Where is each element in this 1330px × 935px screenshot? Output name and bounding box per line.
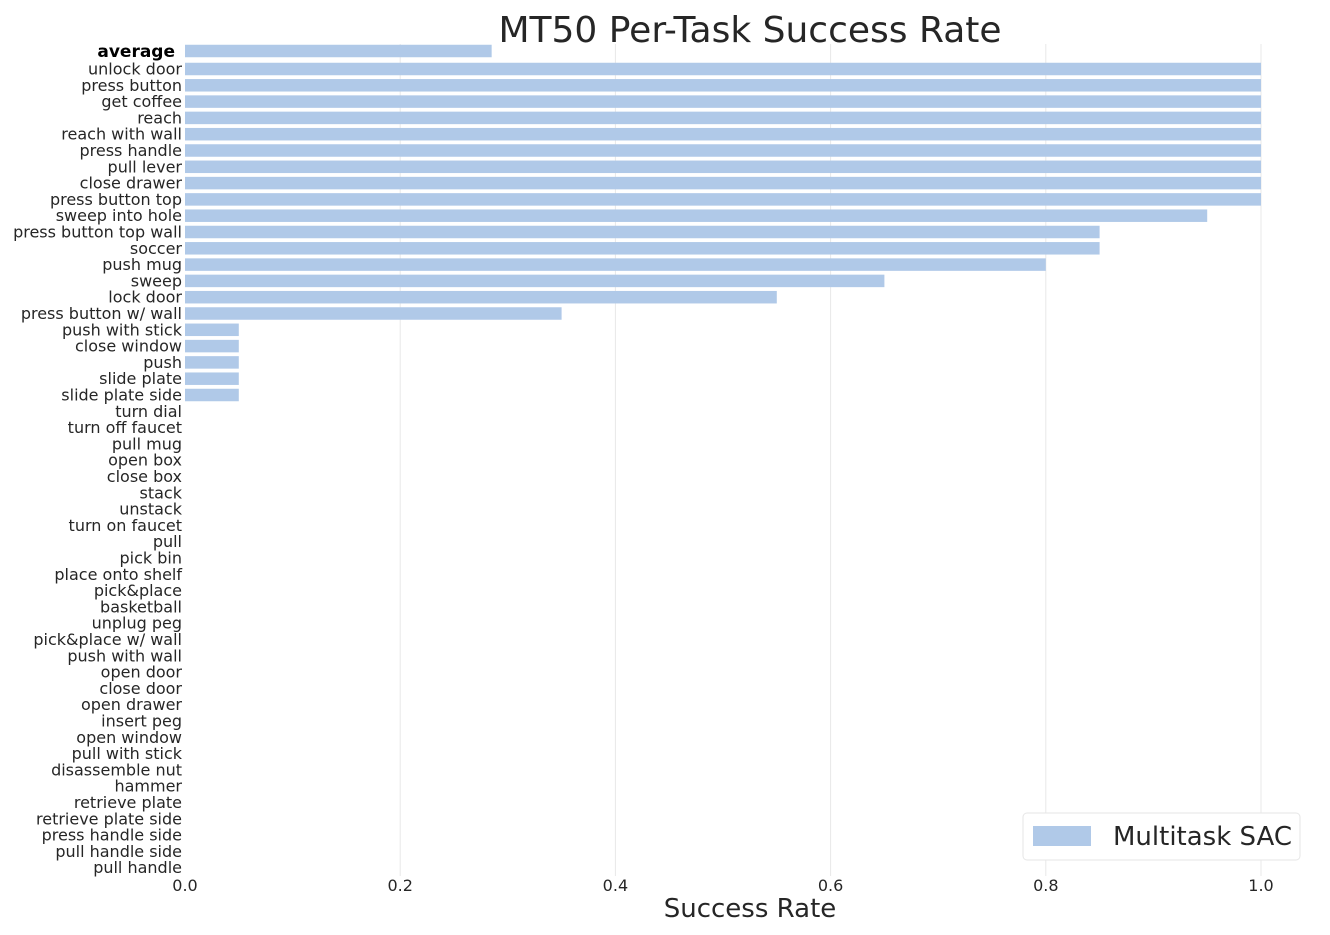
- x-tick-label: 0.2: [387, 876, 412, 895]
- task-label: pick bin: [120, 549, 183, 568]
- task-label: unstack: [119, 500, 182, 519]
- task-label: press handle: [79, 141, 182, 160]
- task-label: get coffee: [101, 92, 182, 111]
- task-bar: [185, 111, 1261, 125]
- task-label: retrieve plate side: [36, 809, 182, 828]
- task-label: press button: [81, 76, 182, 95]
- chart-title: MT50 Per-Task Success Rate: [498, 10, 1001, 51]
- task-label: pull with stick: [72, 744, 183, 763]
- task-bar: [185, 242, 1100, 255]
- task-label: turn on faucet: [69, 516, 182, 535]
- task-label: turn dial: [115, 402, 182, 421]
- task-bar: [185, 274, 885, 288]
- task-label: open window: [76, 728, 182, 747]
- task-label: slide plate: [99, 369, 182, 388]
- task-label: push mug: [102, 255, 182, 274]
- task-label: slide plate side: [61, 386, 182, 405]
- legend-label: Multitask SAC: [1113, 822, 1292, 852]
- task-bar: [185, 225, 1100, 239]
- task-label: retrieve plate: [74, 793, 182, 812]
- task-label: basketball: [100, 597, 182, 616]
- task-label: disassemble nut: [51, 760, 182, 779]
- task-label: open drawer: [81, 695, 182, 714]
- task-label: sweep into hole: [56, 206, 182, 225]
- task-bar: [185, 144, 1261, 157]
- average-bar: [185, 44, 492, 58]
- x-ticks: 0.0 0.2 0.4 0.6 0.8 1.0: [172, 876, 1273, 895]
- task-label: insert peg: [101, 712, 182, 731]
- task-label: close door: [99, 679, 182, 698]
- x-tick-label: 0.8: [1033, 876, 1058, 895]
- task-bar: [185, 79, 1261, 92]
- task-bar: [185, 339, 239, 353]
- task-label: pull mug: [112, 434, 182, 453]
- task-label: turn off faucet: [68, 418, 182, 437]
- task-label: open box: [108, 451, 182, 470]
- task-label: unplug peg: [92, 614, 182, 633]
- task-label: sweep: [131, 271, 182, 290]
- task-bar: [185, 127, 1261, 141]
- task-label: close drawer: [80, 174, 183, 193]
- task-bar: [185, 388, 239, 402]
- task-bar: [185, 323, 239, 337]
- task-label: lock door: [108, 288, 182, 307]
- task-label: reach: [137, 108, 182, 127]
- task-bar: [185, 176, 1261, 190]
- task-bar: [185, 95, 1261, 108]
- task-label: pull handle: [93, 858, 182, 877]
- x-tick-label: 0.4: [603, 876, 628, 895]
- task-label: stack: [140, 483, 183, 502]
- task-label: pull: [153, 532, 182, 551]
- legend: Multitask SAC: [1022, 812, 1301, 861]
- task-bar: [185, 372, 239, 385]
- task-label: place onto shelf: [54, 565, 182, 584]
- legend-frame: [1022, 812, 1301, 861]
- task-bar: [185, 62, 1261, 76]
- task-bar: [185, 356, 239, 369]
- task-bar: [185, 209, 1208, 222]
- task-bar: [185, 160, 1261, 174]
- task-bar: [185, 258, 1046, 271]
- task-label: hammer: [114, 777, 182, 796]
- task-label: close window: [75, 337, 182, 356]
- task-label: pick&place w/ wall: [33, 630, 182, 649]
- task-label: pick&place: [94, 581, 182, 600]
- task-label: press handle side: [42, 826, 182, 845]
- task-bar: [185, 307, 562, 320]
- task-label: press button w/ wall: [21, 304, 182, 323]
- task-label: press button top: [50, 190, 182, 209]
- x-axis-label: Success Rate: [664, 894, 837, 924]
- legend-swatch: [1033, 826, 1091, 846]
- task-label: open door: [101, 663, 183, 682]
- task-label: reach with wall: [61, 125, 182, 144]
- task-label: press button top wall: [13, 223, 182, 242]
- average-label: average: [97, 42, 175, 62]
- x-tick-label: 0.0: [172, 876, 197, 895]
- task-bar: [185, 290, 777, 304]
- task-label: pull handle side: [55, 842, 182, 861]
- x-tick-label: 0.6: [818, 876, 843, 895]
- task-label: pull lever: [108, 157, 183, 176]
- task-label: soccer: [130, 239, 183, 258]
- task-label: push with wall: [67, 646, 182, 665]
- task-label: unlock door: [88, 60, 182, 79]
- x-tick-label: 1.0: [1248, 876, 1273, 895]
- task-label: close box: [107, 467, 182, 486]
- bars: [185, 44, 1261, 402]
- task-bar: [185, 193, 1261, 206]
- task-label: push with stick: [62, 320, 183, 339]
- task-label: push: [143, 353, 182, 372]
